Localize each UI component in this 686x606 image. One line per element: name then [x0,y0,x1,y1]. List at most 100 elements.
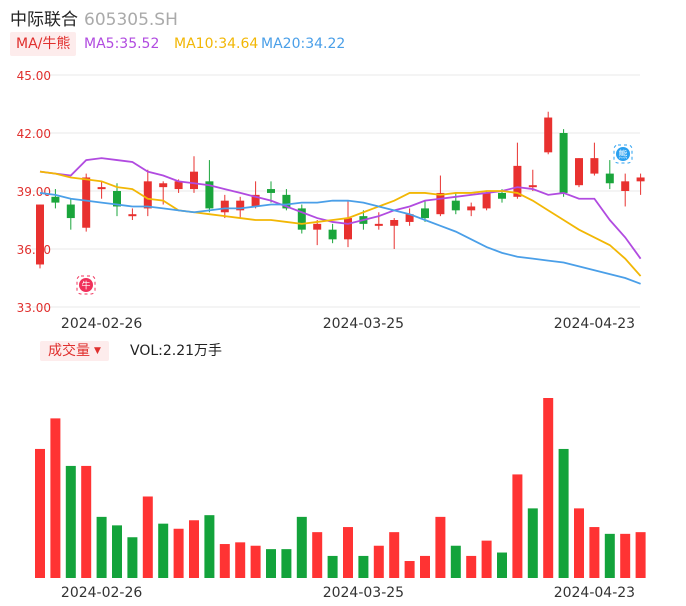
x-tick-label: 2024-03-25 [323,316,404,332]
candle-body [313,223,322,230]
bear-marker-badge [616,147,630,161]
candle-body [205,181,214,209]
x-tick-label: 2024-04-23 [554,316,635,332]
bear-marker-frame [613,144,633,164]
candle-body [451,200,460,211]
candle-body [159,183,168,188]
bull-marker-badge [79,278,93,292]
ma5-line [39,157,642,260]
candle-body [128,214,137,217]
bear-marker-label: 熊 [618,149,627,161]
candle-body [482,192,491,209]
stock-code: 605305.SH [84,10,178,30]
volume-bar [343,527,353,578]
candle-body [605,173,614,184]
volume-bar [81,465,92,578]
volume-bar [543,398,554,578]
candle-body [51,196,60,203]
candle-body [421,208,429,219]
volume-bar [173,528,184,578]
bull-marker-label: 牛 [81,280,90,292]
ma20-legend: MA20:34.22 [261,36,346,52]
volume-bar [635,532,646,578]
candle-body [113,191,121,207]
candle-body [143,181,152,209]
candle-body [267,189,275,193]
candle-body [621,181,630,191]
ma10-legend: MA10:34.64 [174,36,259,52]
volume-value: VOL:2.21万手 [130,343,223,359]
ma5-legend: MA5:35.52 [84,36,160,52]
candle-body [66,204,75,219]
volume-bar [373,545,384,578]
candle-body [220,200,229,213]
volume-bar [235,542,246,578]
volume-bar [497,552,507,578]
candle-body [36,204,44,265]
volume-bar [527,508,538,578]
y-tick-label: 45.00 [17,69,51,83]
indicator-selector[interactable]: MA/牛熊 [10,32,77,56]
volume-bar [574,508,584,578]
candle-body [528,185,537,188]
candle-body [544,117,553,153]
stock-name: 中际联合 [10,10,78,30]
ma20-line [39,192,641,285]
x-tick-label: 2024-02-26 [61,316,142,332]
y-tick-label: 42.00 [17,127,51,141]
volume-bar [512,474,523,578]
candle-body [82,177,91,228]
volume-bar [50,418,61,578]
candle-body [575,158,583,186]
stock-title: 中际联合 605305.SH [10,5,178,30]
volume-bar [96,516,107,578]
y-tick-label: 39.00 [17,185,51,199]
volume-bar [450,545,461,578]
volume-bar [404,561,415,578]
volume-bar [558,448,569,578]
candle-body [297,208,306,230]
candle-body [559,133,568,193]
y-tick-label: 36.00 [17,243,51,257]
volume-bar [250,545,261,578]
volume-bar [296,516,307,578]
volume-indicator-selector[interactable]: 成交量 ▼ [40,341,109,361]
candle-body [390,220,399,226]
volume-bar [266,549,276,578]
volume-bar [112,525,122,578]
candle-body [344,218,352,240]
candle-body [513,165,522,197]
ma10-line [39,170,642,277]
candle-body [97,187,106,190]
volume-bar [466,555,477,578]
y-tick-label: 33.00 [17,301,51,315]
caret-down-icon: ▼ [94,346,101,356]
candle-body [636,177,645,182]
volume-bar [142,496,153,578]
volume-bar [589,527,600,578]
volume-bar [358,555,369,578]
candle-body [236,200,245,211]
volume-bar [158,523,169,578]
volume-bar [189,520,199,578]
volume-bar [127,537,138,578]
candle-body [498,192,506,199]
volume-bar [435,516,446,578]
candle-body [328,229,337,240]
bull-marker-frame [76,275,96,295]
x-tick-label: 2024-04-23 [554,585,635,601]
volume-bar [481,540,492,578]
candle-body [174,181,183,190]
volume-bar [65,465,76,578]
volume-label: 成交量 [48,343,90,359]
volume-bar [219,544,230,578]
candle-body [190,171,198,190]
volume-bar [281,549,292,578]
bull-marker: 牛 [76,275,96,295]
volume-bar [327,555,338,578]
volume-bar [312,532,323,578]
volume-bar [389,532,400,578]
bear-marker: 熊 [613,144,633,164]
x-tick-label: 2024-03-25 [323,585,404,601]
